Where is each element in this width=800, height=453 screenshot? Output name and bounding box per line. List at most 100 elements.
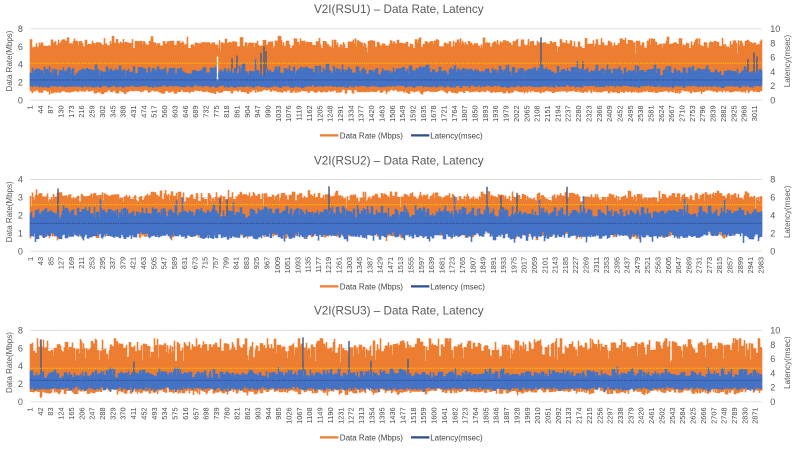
svg-text:2647: 2647	[674, 257, 683, 273]
svg-text:1969: 1969	[523, 407, 532, 423]
svg-text:379: 379	[118, 257, 127, 269]
svg-text:1429: 1429	[376, 257, 385, 273]
svg-text:1334: 1334	[346, 105, 355, 121]
svg-text:1: 1	[26, 257, 35, 261]
svg-text:2437: 2437	[623, 257, 632, 273]
svg-text:10: 10	[770, 24, 780, 34]
svg-text:739: 739	[212, 407, 221, 419]
svg-text:2: 2	[770, 81, 775, 91]
svg-text:2051: 2051	[544, 407, 553, 423]
svg-text:799: 799	[221, 257, 230, 269]
svg-text:2773: 2773	[705, 257, 714, 273]
svg-text:4: 4	[18, 361, 23, 371]
svg-text:1979: 1979	[502, 105, 511, 121]
svg-text:2133: 2133	[564, 407, 573, 423]
svg-text:2420: 2420	[637, 407, 646, 423]
svg-text:2379: 2379	[626, 407, 635, 423]
svg-text:1291: 1291	[336, 105, 345, 121]
svg-text:947: 947	[253, 105, 262, 117]
svg-text:985: 985	[274, 407, 283, 419]
svg-text:616: 616	[181, 407, 190, 419]
svg-text:2227: 2227	[571, 257, 580, 273]
svg-text:990: 990	[264, 105, 273, 117]
svg-text:4: 4	[770, 67, 775, 77]
svg-text:1076: 1076	[284, 105, 293, 121]
svg-text:6: 6	[18, 343, 23, 353]
svg-text:2667: 2667	[667, 105, 676, 121]
svg-text:2151: 2151	[543, 105, 552, 121]
svg-text:505: 505	[149, 257, 158, 269]
svg-text:43: 43	[36, 257, 45, 265]
svg-text:821: 821	[233, 407, 242, 419]
svg-text:0: 0	[770, 246, 775, 256]
svg-text:657: 657	[191, 407, 200, 419]
svg-text:2269: 2269	[582, 257, 591, 273]
svg-text:1303: 1303	[345, 257, 354, 273]
svg-text:1887: 1887	[502, 407, 511, 423]
svg-text:1420: 1420	[367, 105, 376, 121]
svg-text:2: 2	[18, 379, 23, 389]
svg-text:2495: 2495	[626, 105, 635, 121]
svg-text:2605: 2605	[664, 257, 673, 273]
svg-text:862: 862	[243, 407, 252, 419]
svg-text:0: 0	[18, 95, 23, 105]
svg-text:1635: 1635	[419, 105, 428, 121]
svg-text:2101: 2101	[540, 257, 549, 273]
svg-text:247: 247	[88, 407, 97, 419]
svg-text:1108: 1108	[305, 407, 314, 423]
svg-text:3: 3	[18, 193, 23, 203]
svg-text:1764: 1764	[471, 407, 480, 423]
svg-text:883: 883	[242, 257, 251, 269]
svg-text:10: 10	[770, 326, 780, 336]
svg-text:673: 673	[190, 257, 199, 269]
svg-text:2185: 2185	[561, 257, 570, 273]
svg-text:560: 560	[160, 105, 169, 117]
svg-text:Data Rate (Mbps): Data Rate (Mbps)	[340, 434, 403, 443]
svg-text:1205: 1205	[315, 105, 324, 121]
svg-text:2753: 2753	[688, 105, 697, 121]
svg-text:2323: 2323	[584, 105, 593, 121]
svg-text:6: 6	[770, 354, 775, 364]
svg-text:2395: 2395	[612, 257, 621, 273]
svg-text:1893: 1893	[481, 105, 490, 121]
svg-text:2538: 2538	[636, 105, 645, 121]
svg-text:1933: 1933	[499, 257, 508, 273]
svg-text:411: 411	[129, 407, 138, 419]
svg-text:1: 1	[18, 229, 23, 239]
svg-text:1639: 1639	[427, 257, 436, 273]
svg-text:2479: 2479	[633, 257, 642, 273]
svg-text:2710: 2710	[678, 105, 687, 121]
svg-text:431: 431	[129, 105, 138, 117]
svg-text:2409: 2409	[605, 105, 614, 121]
svg-text:2502: 2502	[658, 407, 667, 423]
svg-text:452: 452	[140, 407, 149, 419]
svg-text:818: 818	[222, 105, 231, 117]
svg-text:421: 421	[129, 257, 138, 269]
svg-text:345: 345	[108, 105, 117, 117]
svg-text:V2I(RSU2) – Data Rate, Latency: V2I(RSU2) – Data Rate, Latency	[314, 154, 484, 167]
svg-text:1: 1	[26, 407, 35, 411]
svg-text:1190: 1190	[326, 407, 335, 423]
svg-text:1723: 1723	[461, 407, 470, 423]
svg-text:0: 0	[18, 397, 23, 407]
svg-text:2830: 2830	[740, 407, 749, 423]
svg-text:861: 861	[233, 105, 242, 117]
svg-text:1592: 1592	[408, 105, 417, 121]
svg-text:2017: 2017	[520, 257, 529, 273]
svg-text:1891: 1891	[489, 257, 498, 273]
svg-text:V2I(RSU3) – Data Rate, Latency: V2I(RSU3) – Data Rate, Latency	[314, 305, 484, 318]
svg-text:6: 6	[770, 193, 775, 203]
svg-text:211: 211	[77, 257, 86, 269]
svg-text:2256: 2256	[595, 407, 604, 423]
svg-text:Data Rate (Mbps): Data Rate (Mbps)	[340, 132, 403, 141]
svg-text:1555: 1555	[407, 257, 416, 273]
svg-text:2839: 2839	[709, 105, 718, 121]
svg-text:493: 493	[150, 407, 159, 419]
svg-text:1261: 1261	[335, 257, 344, 273]
svg-text:4: 4	[770, 368, 775, 378]
svg-text:1463: 1463	[377, 105, 386, 121]
svg-text:575: 575	[171, 407, 180, 419]
svg-text:2925: 2925	[729, 105, 738, 121]
svg-text:1928: 1928	[512, 407, 521, 423]
svg-text:1248: 1248	[326, 105, 335, 121]
